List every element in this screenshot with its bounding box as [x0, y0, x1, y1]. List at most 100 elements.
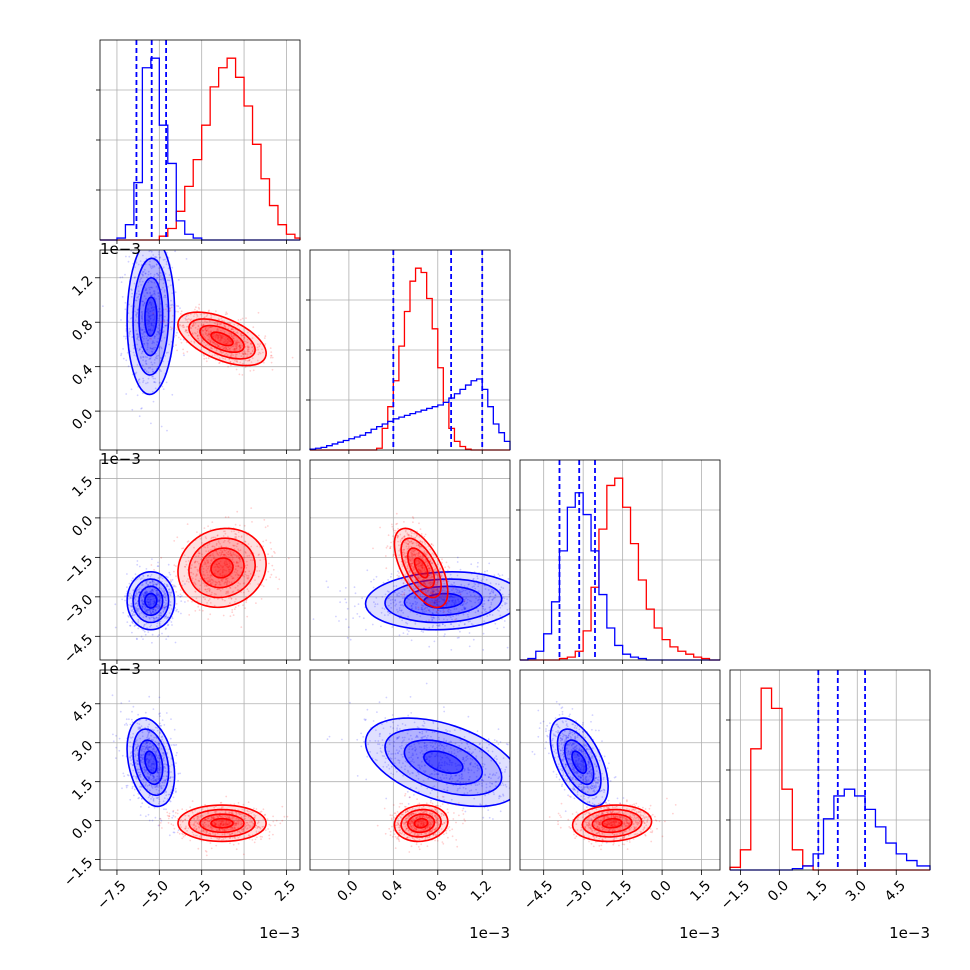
panel-frame: [99, 249, 301, 451]
y-tick-label: 1.2: [69, 273, 96, 300]
grid: [730, 670, 930, 870]
y-tick-label: 0.8: [69, 317, 96, 344]
contours-sample_a: [126, 717, 176, 808]
x-tick-label: 0.4: [379, 878, 406, 905]
x-tick-label: 1.2: [468, 878, 495, 905]
panel-frame: [309, 669, 511, 871]
y-tick-label: 3.0: [69, 738, 96, 765]
grid: [100, 40, 300, 240]
hist-sample_b: [310, 267, 510, 451]
x-axis-p4: −1.5 0.0 1.5 3.0 4.5 1e−3: [718, 870, 930, 942]
contours-sample_a: [549, 717, 609, 808]
points-sample_a: [326, 682, 510, 820]
x-tick-label: 2.5: [272, 878, 299, 905]
scatter-panel-p1-p2: [99, 249, 301, 451]
x-exponent-label: 1e−3: [889, 924, 930, 942]
hist-sample_b: [100, 57, 301, 241]
x-exponent-label: 1e−3: [679, 924, 720, 942]
density-sample_b: [177, 528, 267, 608]
x-tick-label: 4.5: [882, 878, 909, 905]
density-sample_b: [394, 528, 448, 608]
x-tick-label: 0.0: [765, 878, 792, 905]
y-tick-label: −1.5: [61, 855, 96, 890]
x-tick-label: 0.8: [423, 878, 450, 905]
hist-sample_a: [100, 57, 300, 241]
grid: [310, 460, 510, 660]
grid: [100, 460, 300, 660]
panel-frame: [99, 459, 301, 661]
y-exponent-label: 1e−3: [100, 660, 141, 678]
hist-sample_a: [520, 492, 720, 661]
x-exponent-label: 1e−3: [469, 924, 510, 942]
panel-frame: [99, 39, 301, 241]
hist-sample_a: [309, 378, 511, 450]
x-tick-label: −4.5: [521, 878, 556, 913]
scatter-panel-p1-p3: [99, 459, 301, 661]
grid: [310, 250, 510, 450]
scatter-panel-p3-p4: [519, 669, 721, 871]
grid: [520, 460, 720, 660]
x-tick-label: −1.5: [600, 878, 635, 913]
y-tick-label: −3.0: [61, 592, 96, 627]
contours-sample_b: [393, 527, 449, 609]
hist-sample_b: [520, 477, 720, 661]
hist-panel-p1: [96, 39, 301, 241]
y-tick-label: −4.5: [61, 631, 96, 666]
panel-frame: [729, 669, 931, 871]
contours-sample_a: [364, 717, 510, 808]
hist-panel-p3: [516, 459, 721, 661]
x-tick-label: 0.0: [230, 878, 257, 905]
contours-sample_b: [177, 804, 267, 843]
panel-frame: [519, 459, 721, 661]
x-tick-label: −7.5: [94, 878, 129, 913]
contours-sample_a: [126, 250, 176, 396]
y-tick-label: 1.5: [69, 473, 96, 500]
contours-sample_b: [393, 804, 449, 843]
density-sample_b: [177, 312, 267, 366]
x-axis-p1: −7.5 −5.0 −2.5 0.0 2.5 1e−3: [94, 870, 300, 942]
contours-sample_b: [177, 527, 267, 609]
x-axis-p3: −4.5 −3.0 −1.5 0.0 1.5 1e−3: [521, 870, 720, 942]
y-tick-label: 1.5: [69, 777, 96, 804]
hist-panel-p4: [726, 669, 931, 871]
y-tick-label: 4.5: [69, 699, 96, 726]
grid: [520, 670, 720, 870]
density-sample_a: [550, 718, 609, 807]
y-tick-label: 0.0: [69, 406, 96, 433]
x-exponent-label: 1e−3: [259, 924, 300, 942]
x-tick-label: 0.0: [648, 878, 675, 905]
x-tick-label: 1.5: [687, 878, 714, 905]
contours-sample_b: [571, 804, 653, 843]
points-sample_a: [111, 694, 182, 837]
y-exponent-label: 1e−3: [100, 450, 141, 468]
x-tick-label: −1.5: [718, 878, 753, 913]
contours-sample_b: [177, 311, 267, 367]
points-sample_b: [150, 507, 290, 628]
scatter-panel-p2-p4: [309, 669, 511, 871]
y-exponent-label: 1e−3: [100, 240, 141, 258]
x-tick-label: 0.0: [335, 878, 362, 905]
density-sample_a: [127, 718, 175, 807]
x-tick-label: −5.0: [137, 878, 172, 913]
hist-sample_a: [730, 788, 931, 871]
density-sample_b: [177, 805, 267, 842]
panel-frame: [309, 249, 511, 451]
y-tick-label: −1.5: [61, 552, 96, 587]
panel-frame: [519, 669, 721, 871]
scatter-panel-p2-p3: [309, 459, 511, 661]
x-axis-p2: 0.0 0.4 0.8 1.2 1e−3: [335, 870, 510, 942]
y-axis-p3: −4.5 −3.0 −1.5 0.0 1.51e−3: [61, 450, 141, 667]
contours-sample_a: [126, 571, 176, 631]
panel-frame: [99, 669, 301, 871]
panel-frame: [309, 459, 511, 661]
x-tick-label: 3.0: [843, 878, 870, 905]
y-tick-label: 0.0: [69, 513, 96, 540]
contours-sample_a: [364, 571, 510, 631]
x-tick-label: −3.0: [561, 878, 596, 913]
y-tick-label: 0.0: [69, 816, 96, 843]
x-tick-label: 1.5: [804, 878, 831, 905]
hist-panel-p2: [306, 249, 511, 451]
scatter-panel-p1-p4: [99, 669, 301, 871]
hist-sample_b: [729, 687, 930, 871]
